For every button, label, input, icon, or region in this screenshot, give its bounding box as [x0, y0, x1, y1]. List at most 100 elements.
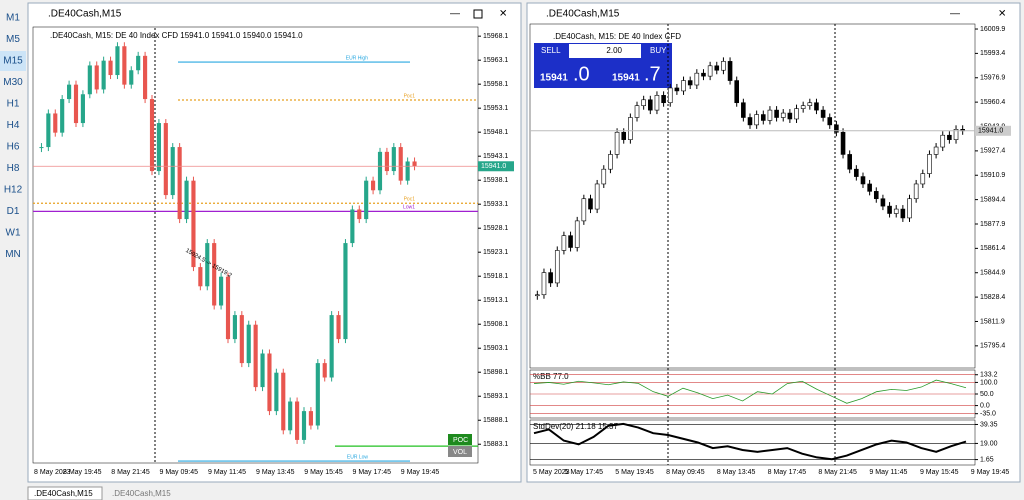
candle	[184, 180, 189, 220]
candle	[707, 65, 713, 77]
candle	[129, 70, 134, 85]
y-tick-label: 15976.9	[980, 75, 1005, 82]
level-label: Poc1	[404, 93, 416, 99]
poc-text[interactable]: POC	[453, 437, 468, 444]
candle	[177, 147, 182, 220]
candle	[384, 151, 389, 172]
timeframe[interactable]: H4	[7, 120, 20, 131]
timeframe[interactable]: H6	[7, 142, 20, 153]
candle	[357, 209, 362, 220]
candle	[136, 55, 141, 71]
tab[interactable]: .DE40Cash,M15	[112, 489, 171, 498]
candle	[548, 272, 553, 284]
volume-box[interactable]	[569, 44, 641, 58]
buy-button[interactable]: BUY	[650, 46, 667, 55]
candle	[60, 99, 65, 133]
candle	[933, 146, 939, 155]
candle	[80, 94, 85, 124]
tab-active[interactable]	[27, 486, 103, 500]
candle	[122, 46, 127, 85]
candle	[947, 134, 952, 140]
candle	[953, 129, 959, 140]
price-label: 15941.0	[481, 163, 506, 170]
y-tick-label: 16009.9	[980, 26, 1005, 33]
timeframe[interactable]: H12	[4, 185, 23, 196]
y-tick-label: -35.0	[980, 411, 996, 418]
candle	[253, 324, 258, 388]
tab[interactable]: .DE40Cash,M15	[34, 489, 93, 498]
timeframe[interactable]: MN	[5, 249, 21, 260]
y-tick-label: 15943.1	[483, 153, 508, 160]
price-box	[478, 161, 514, 172]
maximize[interactable]	[473, 9, 483, 19]
bb-label: %BB 77.0	[533, 372, 569, 381]
timeframe[interactable]: M30	[3, 77, 23, 88]
candle	[350, 209, 355, 244]
ask-small: .7	[644, 63, 661, 85]
candle	[288, 401, 293, 431]
minimize[interactable]: —	[950, 9, 960, 20]
close[interactable]: ✕	[998, 9, 1006, 20]
y-tick-label: 15861.4	[980, 245, 1005, 252]
timeframe[interactable]: M15	[3, 56, 23, 67]
candle	[661, 95, 666, 104]
candle	[568, 235, 573, 248]
candle	[847, 154, 852, 170]
candle	[628, 117, 633, 140]
sell-button[interactable]: SELL	[541, 46, 561, 55]
candle	[767, 109, 773, 121]
x-label: 9 May 15:45	[304, 469, 343, 476]
y-tick-label: 50.0	[980, 391, 994, 398]
timeframe[interactable]: M1	[6, 13, 20, 24]
candle	[601, 168, 607, 185]
candle	[108, 60, 113, 76]
vol-box[interactable]	[448, 446, 472, 457]
timeframe-active[interactable]	[0, 51, 26, 71]
candle	[198, 267, 203, 287]
y-tick-label: 0.0	[980, 402, 990, 409]
candle	[867, 183, 872, 192]
timeframe[interactable]: H1	[7, 99, 20, 110]
candle	[67, 84, 72, 100]
close[interactable]: ✕	[499, 9, 507, 20]
timeframe[interactable]: M5	[6, 34, 20, 45]
candle	[371, 180, 376, 191]
y-tick-label: 15828.4	[980, 294, 1005, 301]
candle	[807, 102, 813, 106]
y-tick-label: 15893.1	[483, 393, 508, 400]
y-tick-label: 133.2	[980, 372, 998, 379]
candle	[760, 114, 766, 121]
candle	[156, 123, 161, 172]
x-label: 8 May 21:45	[818, 469, 857, 476]
timeframe[interactable]: W1	[6, 228, 21, 239]
x-label: 8 May 13:45	[717, 469, 756, 476]
y-tick-label: 100.0	[980, 379, 998, 386]
x-label: 9 May 15:45	[920, 469, 959, 476]
candle	[219, 276, 224, 306]
x-label: 8 May 17:45	[768, 469, 807, 476]
y-tick-label: 15927.4	[980, 148, 1005, 155]
candle	[814, 102, 819, 111]
candle	[170, 147, 175, 196]
y-tick-label: 15795.4	[980, 343, 1005, 350]
poc-box[interactable]	[448, 434, 472, 445]
volume[interactable]: 2.00	[606, 46, 622, 55]
level-label: Low1	[403, 205, 415, 211]
y-tick-label: 19.00	[980, 440, 998, 447]
left-info: .DE40Cash, M15: DE 40 Index CFD 15941.0 …	[50, 31, 303, 40]
y-tick-label: 15913.1	[483, 297, 508, 304]
candle	[734, 80, 740, 104]
bid-big: 15941	[540, 73, 568, 84]
vol-text[interactable]: VOL	[453, 449, 467, 456]
candle	[920, 173, 926, 185]
candle	[101, 60, 106, 90]
candle	[721, 61, 726, 71]
timeframe[interactable]: H8	[7, 163, 20, 174]
minimize[interactable]: —	[450, 9, 460, 20]
candle	[667, 87, 673, 104]
timeframe[interactable]: D1	[7, 206, 20, 217]
y-tick-label: 15928.1	[483, 225, 508, 232]
candle	[274, 372, 279, 412]
candle	[561, 235, 567, 251]
candle	[541, 272, 547, 296]
